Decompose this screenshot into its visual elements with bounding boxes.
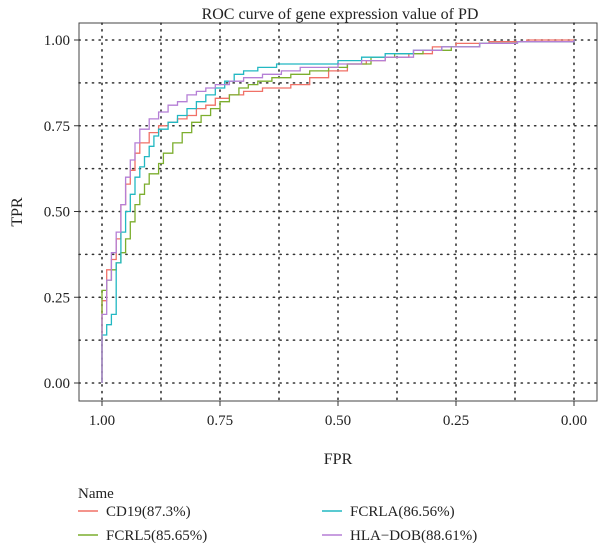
legend-label: FCRL5(85.65%) <box>106 528 207 544</box>
legend-label: CD19(87.3%) <box>106 504 191 520</box>
y-tick-label: 0.75 <box>44 119 70 135</box>
x-tick-label: 0.00 <box>561 413 587 429</box>
x-tick-label: 0.50 <box>325 413 351 429</box>
y-tick-label: 1.00 <box>44 33 70 49</box>
x-tick-label: 0.25 <box>443 413 469 429</box>
y-axis-label: TPR <box>9 197 26 227</box>
x-axis-label: FPR <box>324 451 353 468</box>
y-tick-label: 0.00 <box>44 376 70 392</box>
legend-label: FCRLA(86.56%) <box>350 504 455 520</box>
legend-title: Name <box>78 486 114 502</box>
x-axis-ticks: 1.00 0.75 0.50 0.25 0.00 <box>89 401 587 429</box>
roc-series-3 <box>101 40 575 383</box>
legend-label: HLA−DOB(88.61%) <box>350 528 477 544</box>
y-axis-ticks: 0.00 0.25 0.50 0.75 1.00 <box>44 33 79 392</box>
y-tick-label: 0.50 <box>44 205 70 221</box>
x-tick-label: 1.00 <box>89 413 115 429</box>
series-layer <box>101 39 575 383</box>
chart-title: ROC curve of gene expression value of PD <box>202 6 479 23</box>
legend: CD19(87.3%) FCRL5(85.65%) FCRLA(86.56%) HLA… <box>78 504 477 544</box>
y-tick-label: 0.25 <box>44 290 70 306</box>
x-tick-label: 0.75 <box>207 413 233 429</box>
